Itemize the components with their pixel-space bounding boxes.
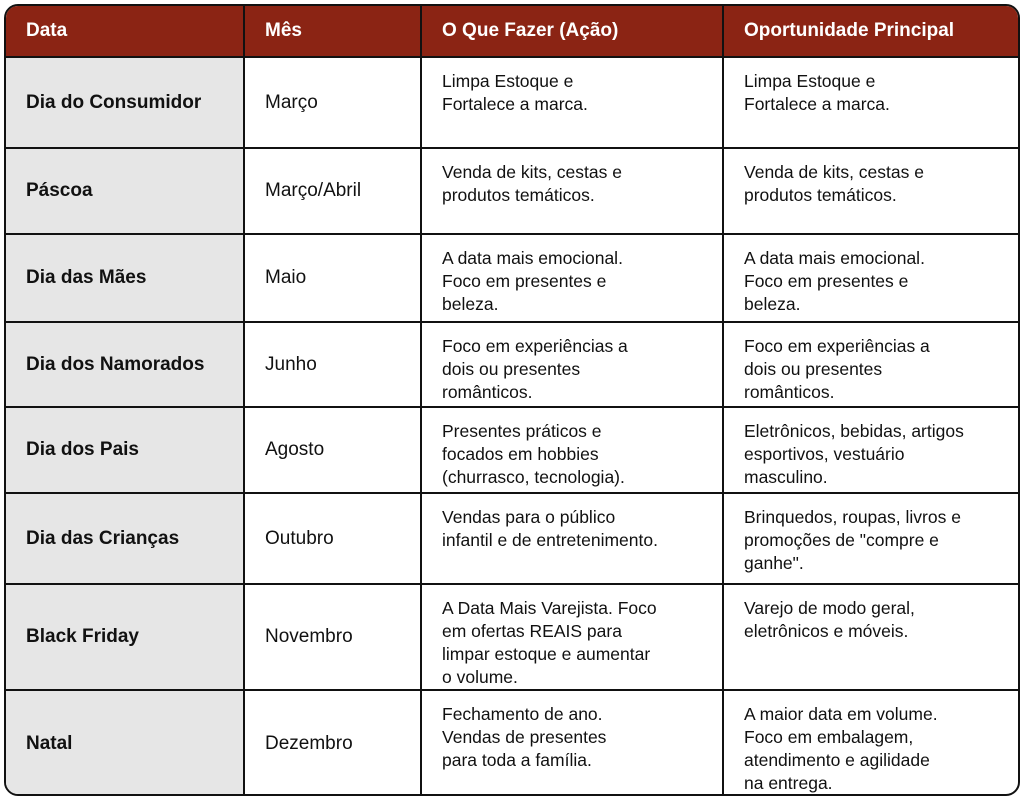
- cell-data: Dia dos Namorados: [6, 321, 245, 408]
- table-row: Páscoa Março/Abril Venda de kits, cestas e…: [6, 147, 1018, 235]
- cell-mes: Outubro: [243, 492, 422, 585]
- cell-oportunidade: A maior data em volume. Foco em embalage…: [722, 689, 1018, 794]
- cell-data: Páscoa: [6, 147, 245, 235]
- cell-mes: Dezembro: [243, 689, 422, 794]
- cell-data: Dia das Crianças: [6, 492, 245, 585]
- table-header-row: Data Mês O Que Fazer (Ação) Oportunidade…: [6, 6, 1018, 58]
- table-row: Dia das Crianças Outubro Vendas para o púb…: [6, 492, 1018, 585]
- cell-mes: Novembro: [243, 583, 422, 691]
- cell-mes: Maio: [243, 233, 422, 323]
- cell-data: Natal: [6, 689, 245, 794]
- table-row: Dia das Mães Maio A data mais emocional. F…: [6, 233, 1018, 323]
- commercial-dates-table: Data Mês O Que Fazer (Ação) Oportunidade…: [4, 4, 1020, 796]
- cell-acao: Vendas para o público infantil e de entr…: [420, 492, 724, 585]
- cell-oportunidade: A data mais emocional. Foco em presentes…: [722, 233, 1018, 323]
- cell-acao: Limpa Estoque e Fortalece a marca.: [420, 56, 724, 149]
- header-mes: Mês: [243, 6, 422, 58]
- header-data: Data: [6, 6, 245, 58]
- cell-data: Dia dos Pais: [6, 406, 245, 494]
- table-row: Black Friday Novembro A Data Mais Varejist…: [6, 583, 1018, 691]
- cell-acao: Venda de kits, cestas e produtos temátic…: [420, 147, 724, 235]
- cell-oportunidade: Eletrônicos, bebidas, artigos esportivos…: [722, 406, 1018, 494]
- cell-data: Dia do Consumidor: [6, 56, 245, 149]
- cell-oportunidade: Foco em experiências a dois ou presentes…: [722, 321, 1018, 408]
- cell-acao: A Data Mais Varejista. Foco em ofertas R…: [420, 583, 724, 691]
- cell-data: Black Friday: [6, 583, 245, 691]
- cell-acao: Presentes práticos e focados em hobbies …: [420, 406, 724, 494]
- cell-oportunidade: Limpa Estoque e Fortalece a marca.: [722, 56, 1018, 149]
- cell-mes: Agosto: [243, 406, 422, 494]
- cell-mes: Março/Abril: [243, 147, 422, 235]
- header-oportunidade: Oportunidade Principal: [722, 6, 1018, 58]
- cell-oportunidade: Varejo de modo geral, eletrônicos e móve…: [722, 583, 1018, 691]
- table-row: Dia dos Pais Agosto Presentes práticos e f…: [6, 406, 1018, 494]
- cell-mes: Junho: [243, 321, 422, 408]
- cell-acao: Fechamento de ano. Vendas de presentes p…: [420, 689, 724, 794]
- header-acao: O Que Fazer (Ação): [420, 6, 724, 58]
- cell-oportunidade: Venda de kits, cestas e produtos temátic…: [722, 147, 1018, 235]
- table-row: Natal Dezembro Fechamento de ano. Vendas d…: [6, 689, 1018, 794]
- cell-oportunidade: Brinquedos, roupas, livros e promoções d…: [722, 492, 1018, 585]
- table-row: Dia dos Namorados Junho Foco em experiênci…: [6, 321, 1018, 408]
- cell-acao: A data mais emocional. Foco em presentes…: [420, 233, 724, 323]
- table-row: Dia do Consumidor Março Limpa Estoque e Fo…: [6, 56, 1018, 149]
- cell-acao: Foco em experiências a dois ou presentes…: [420, 321, 724, 408]
- cell-data: Dia das Mães: [6, 233, 245, 323]
- cell-mes: Março: [243, 56, 422, 149]
